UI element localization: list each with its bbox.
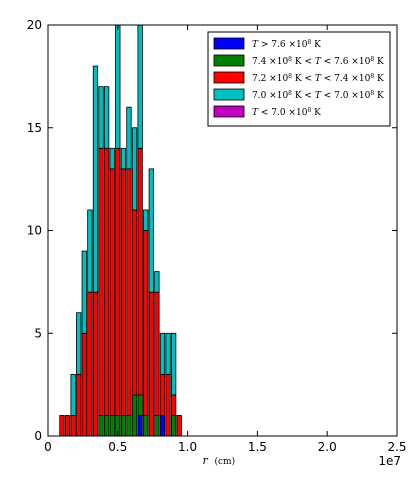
x-tick-label: 1.0	[178, 440, 197, 454]
bar-segment-s3-b5	[87, 209, 93, 293]
x-axis-label-unit: (cm)	[215, 456, 236, 467]
bar-segment-s3-b16	[148, 168, 154, 293]
x-tick-label: 1.5	[248, 440, 267, 454]
bar-segment-s2-b21	[176, 415, 182, 437]
y-tick-label: 5	[34, 326, 42, 340]
bar-segment-s3-b18	[159, 332, 166, 375]
x-axis-label-symbol: r	[203, 454, 209, 467]
bar-segment-s2-b8	[104, 147, 110, 416]
bar-segment-s3-b19	[165, 332, 171, 375]
bar-segment-s1-b13	[131, 394, 138, 437]
x-offset-label: 1e7	[378, 454, 401, 468]
bar-segment-s3-b9	[109, 147, 115, 170]
bar-segment-s3-b11	[120, 147, 127, 170]
bar-segment-s3-b10	[115, 24, 121, 149]
legend-label: 7.4 ×108 K < T < 7.6 ×108 K	[252, 56, 384, 68]
bar-segment-s3-b14	[137, 24, 143, 149]
bar-segment-s2-b9	[109, 168, 115, 416]
bar-segment-s1-b17	[154, 415, 160, 437]
bar-segment-s2-b19	[165, 373, 171, 437]
bar-segment-s1-b12	[126, 415, 132, 437]
bar-segment-s2-b15	[143, 230, 149, 416]
bar-segment-s2-b17	[154, 291, 160, 416]
bar-segment-s2-b0	[59, 415, 65, 437]
y-tick-label: 0	[34, 429, 42, 443]
legend-swatch	[213, 88, 245, 101]
legend-swatch	[213, 105, 245, 118]
bar-segment-s0-b14	[137, 415, 143, 437]
bar-segment-s3-b6	[92, 65, 99, 293]
bar-segment-s2-b10	[115, 147, 121, 416]
bar-segment-s2-b6	[92, 291, 99, 437]
bar-segment-s3-b12	[126, 106, 132, 170]
bar-segment-s2-b2	[70, 415, 76, 437]
bar-segment-s0-b18	[159, 415, 166, 437]
x-tick-label: 0.5	[108, 440, 127, 454]
legend-label: T > 7.6 ×108 K	[252, 39, 321, 51]
bar-segment-s1-b14	[137, 394, 143, 416]
bar-segment-s2-b3	[76, 373, 82, 437]
bar-segment-s2-b20	[171, 394, 177, 416]
bar-segment-s2-b1	[64, 415, 71, 437]
legend-swatch	[213, 54, 245, 67]
y-tick-label: 10	[27, 224, 42, 238]
bar-segment-s2-b11	[120, 168, 127, 416]
y-tick-label: 15	[27, 121, 42, 135]
bar-segment-s1-b7	[98, 415, 104, 437]
bar-segment-s3-b3	[76, 312, 82, 375]
bar-segment-s2-b4	[81, 332, 87, 437]
bar-segment-s2-b5	[87, 291, 93, 437]
bar-segment-s2-b13	[131, 209, 138, 396]
bar-segment-s2-b7	[98, 147, 104, 416]
legend-label: 7.2 ×108 K < T < 7.4 ×108 K	[252, 73, 384, 85]
x-tick-label: 2.0	[318, 440, 337, 454]
bar-segment-s3-b4	[81, 250, 87, 334]
bar-segment-s3-b7	[98, 86, 104, 149]
y-tick-label: 20	[27, 18, 42, 32]
bar-segment-s3-b2	[70, 373, 76, 416]
bar-segment-s3-b20	[171, 332, 177, 396]
bar-segment-s1-b9	[109, 415, 115, 437]
x-tick-label: 2.5	[387, 440, 406, 454]
bar-segment-s2-b16	[148, 291, 154, 437]
bars-layer	[59, 24, 182, 437]
bar-segment-s3-b8	[104, 86, 110, 149]
bar-segment-s3-b15	[143, 209, 149, 231]
legend-swatch	[213, 37, 245, 50]
bar-segment-s1-b20	[171, 415, 177, 437]
axis-ticks: 0 0.5 1.0 1.5 2.0 2.5 0 5 10 15 20	[27, 18, 407, 454]
bar-segment-s2-b18	[159, 373, 166, 416]
bar-segment-s2-b12	[126, 168, 132, 416]
bar-segment-s3-b13	[131, 127, 138, 211]
x-axis-label: r (cm)	[203, 454, 236, 467]
legend-label: T < 7.0 ×108 K	[252, 107, 321, 119]
bar-segment-s2-b14	[137, 147, 143, 396]
bar-segment-s3-b17	[154, 271, 160, 293]
x-tick-label: 0	[44, 440, 52, 454]
bar-segment-s1-b11	[120, 415, 127, 437]
legend: T > 7.6 ×108 K 7.4 ×108 K < T < 7.6 ×108 …	[207, 31, 391, 127]
bar-segment-s1-b8	[104, 415, 110, 437]
legend-swatch	[213, 71, 245, 84]
legend-label: 7.0 ×108 K < T < 7.0 ×108 K	[252, 90, 384, 102]
bar-segment-s1-b15	[143, 415, 149, 437]
